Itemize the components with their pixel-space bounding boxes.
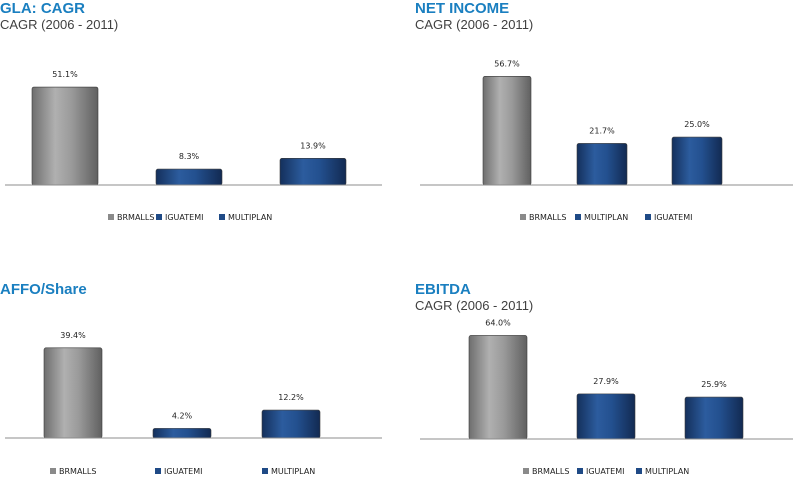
legend-swatch	[523, 467, 529, 474]
legend-label: BRMALLS	[529, 213, 567, 222]
legend-label: MULTIPLAN	[271, 467, 316, 476]
bar-brmalls	[482, 76, 532, 186]
legend-swatch	[50, 467, 56, 474]
chart-title: EBITDA	[415, 281, 471, 298]
bar-multiplan	[261, 409, 321, 439]
legend-label: IGUATEMI	[164, 467, 203, 476]
data-label: 25.9%	[701, 380, 727, 389]
bar-brmalls	[468, 335, 528, 440]
legend-label: BRMALLS	[532, 467, 570, 476]
legend-item-iguatemi: IGUATEMI	[577, 467, 624, 477]
legend-label: IGUATEMI	[165, 213, 204, 222]
bar-brmalls	[31, 86, 99, 186]
bar-iguatemi	[152, 428, 212, 439]
chart-legend: BRMALLS IGUATEMI MULTIPLAN	[0, 213, 385, 227]
chart-panel-affo-share: AFFO/Share 39.4% 4.2% 12.2% BRMALLS IGUATEM…	[0, 281, 385, 485]
legend-swatch	[520, 213, 526, 220]
legend-swatch	[262, 467, 268, 474]
data-label: 51.1%	[52, 70, 78, 79]
legend-label: BRMALLS	[59, 467, 97, 476]
chart-legend: BRMALLS IGUATEMI MULTIPLAN	[415, 467, 795, 481]
chart-plot: 64.0% 27.9% 25.9%	[420, 318, 793, 440]
bar-multiplan	[576, 143, 628, 186]
chart-plot: 39.4% 4.2% 12.2%	[5, 331, 382, 439]
data-label: 56.7%	[494, 59, 520, 68]
chart-plot: 51.1% 8.3% 13.9%	[5, 70, 382, 186]
data-label: 27.9%	[593, 377, 619, 386]
chart-legend: BRMALLS IGUATEMI MULTIPLAN	[0, 467, 385, 481]
legend-item-brmalls: BRMALLS	[523, 467, 569, 477]
legend-item-multiplan: MULTIPLAN	[575, 213, 628, 223]
chart-title: NET INCOME	[415, 0, 510, 17]
legend-label: MULTIPLAN	[228, 213, 273, 222]
data-label: 4.2%	[172, 411, 193, 420]
legend-label: BRMALLS	[117, 213, 155, 222]
legend-item-multiplan: MULTIPLAN	[262, 467, 315, 477]
legend-swatch	[155, 467, 161, 474]
chart-panel-ebitda: EBITDA CAGR (2006 - 2011) 64.0% 27.9% 25.9…	[415, 281, 795, 485]
data-label: 8.3%	[179, 152, 200, 161]
legend-swatch	[645, 213, 651, 220]
bar-iguatemi	[155, 168, 223, 186]
legend-item-iguatemi: IGUATEMI	[156, 213, 203, 223]
chart-subtitle: CAGR (2006 - 2011)	[415, 298, 534, 313]
data-label: 12.2%	[278, 393, 304, 402]
legend-swatch	[219, 213, 225, 220]
legend-label: IGUATEMI	[586, 467, 625, 476]
chart-subtitle: CAGR (2006 - 2011)	[415, 17, 534, 32]
legend-swatch	[636, 467, 642, 474]
legend-swatch	[156, 213, 162, 220]
legend-label: MULTIPLAN	[584, 213, 629, 222]
data-label: 21.7%	[589, 126, 615, 135]
legend-item-iguatemi: IGUATEMI	[155, 467, 202, 477]
data-label: 64.0%	[485, 318, 511, 327]
chart-panel-gla: GLA: CAGR CAGR (2006 - 2011) 51.1% 8.3% 13…	[0, 0, 385, 240]
bar-iguatemi	[576, 393, 636, 440]
legend-item-iguatemi: IGUATEMI	[645, 213, 692, 223]
data-label: 25.0%	[684, 120, 710, 129]
data-label: 39.4%	[60, 331, 86, 340]
bar-multiplan	[279, 158, 347, 186]
legend-item-brmalls: BRMALLS	[108, 213, 154, 223]
chart-plot: 56.7% 21.7% 25.0%	[420, 59, 793, 186]
chart-subtitle: CAGR (2006 - 2011)	[0, 17, 119, 32]
data-label: 13.9%	[300, 141, 326, 150]
chart-title: AFFO/Share	[0, 281, 87, 298]
chart-panel-net-income: NET INCOME CAGR (2006 - 2011) 56.7% 21.7%…	[415, 0, 795, 240]
legend-item-brmalls: BRMALLS	[50, 467, 96, 477]
bar-multiplan	[684, 396, 744, 440]
legend-swatch	[575, 213, 581, 220]
bar-iguatemi	[671, 136, 723, 186]
bar-brmalls	[43, 347, 103, 439]
legend-item-multiplan: MULTIPLAN	[219, 213, 272, 223]
legend-label: MULTIPLAN	[645, 467, 690, 476]
legend-swatch	[108, 213, 114, 220]
legend-label: IGUATEMI	[654, 213, 693, 222]
legend-item-brmalls: BRMALLS	[520, 213, 566, 223]
legend-item-multiplan: MULTIPLAN	[636, 467, 689, 477]
chart-title: GLA: CAGR	[0, 0, 85, 17]
chart-legend: BRMALLS MULTIPLAN IGUATEMI	[415, 213, 795, 227]
legend-swatch	[577, 467, 583, 474]
